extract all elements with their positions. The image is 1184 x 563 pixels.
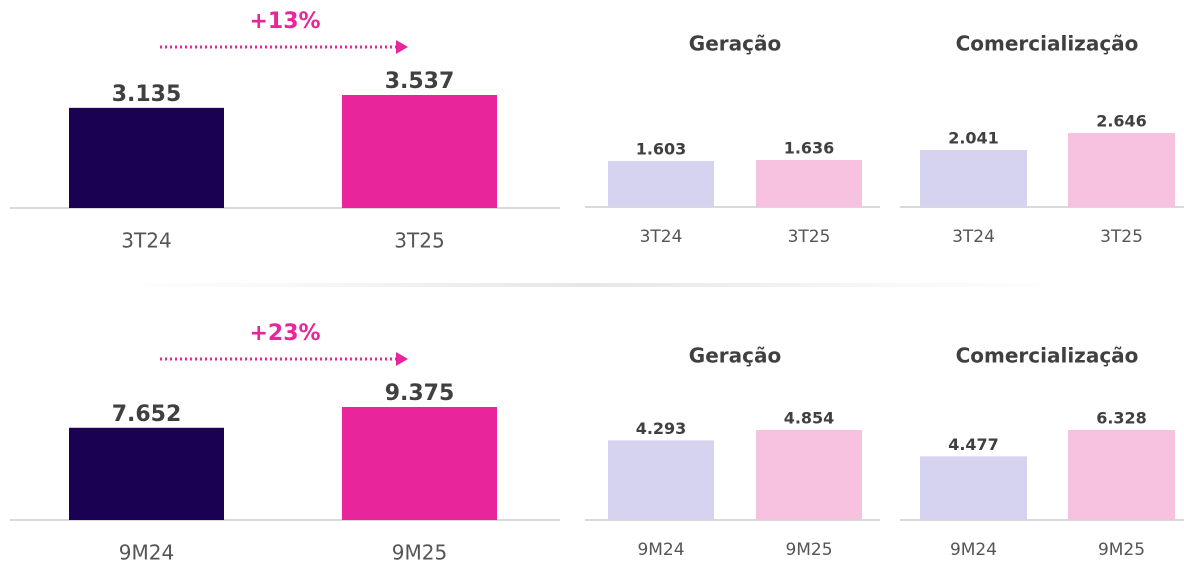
- bar: [69, 107, 224, 208]
- value-label: 7.652: [112, 402, 182, 427]
- category-label: 3T25: [1100, 227, 1143, 247]
- growth-arrowhead: [396, 352, 408, 366]
- value-label: 2.646: [1096, 112, 1147, 131]
- bar: [756, 160, 862, 207]
- bar: [1068, 133, 1175, 207]
- bar: [1068, 430, 1175, 520]
- value-label: 4.854: [784, 409, 835, 428]
- bar: [608, 440, 714, 520]
- value-label: 1.603: [636, 139, 687, 158]
- chart-title: Geração: [689, 32, 781, 56]
- category-label: 3T24: [121, 229, 171, 253]
- bar: [920, 456, 1027, 520]
- separator: [100, 283, 1080, 287]
- chart-title: Comercialização: [956, 344, 1139, 368]
- value-label: 2.041: [948, 128, 999, 147]
- category-label: 3T25: [394, 229, 444, 253]
- category-label: 9M24: [950, 540, 997, 560]
- category-label: 9M25: [392, 541, 447, 563]
- bar: [756, 430, 862, 520]
- value-label: 9.375: [385, 381, 455, 406]
- bar: [920, 149, 1027, 207]
- bar: [69, 427, 224, 520]
- value-label: 3.537: [385, 69, 455, 94]
- category-label: 9M25: [785, 540, 832, 560]
- bar: [342, 407, 497, 520]
- growth-annotation: +23%: [249, 321, 320, 346]
- category-label: 9M24: [119, 541, 174, 563]
- value-label: 4.293: [636, 419, 687, 438]
- chart-title: Comercialização: [956, 32, 1139, 56]
- growth-arrowhead: [396, 40, 408, 54]
- bar: [342, 95, 497, 208]
- category-label: 3T25: [788, 227, 831, 247]
- value-label: 1.636: [784, 139, 835, 158]
- category-label: 3T24: [640, 227, 683, 247]
- value-label: 3.135: [112, 82, 182, 107]
- value-label: 4.477: [948, 435, 999, 454]
- chart-title: Geração: [689, 344, 781, 368]
- bar: [608, 160, 714, 207]
- category-label: 9M25: [1098, 540, 1145, 560]
- category-label: 3T24: [952, 227, 995, 247]
- value-label: 6.328: [1096, 409, 1147, 428]
- growth-annotation: +13%: [249, 9, 320, 34]
- category-label: 9M24: [637, 540, 684, 560]
